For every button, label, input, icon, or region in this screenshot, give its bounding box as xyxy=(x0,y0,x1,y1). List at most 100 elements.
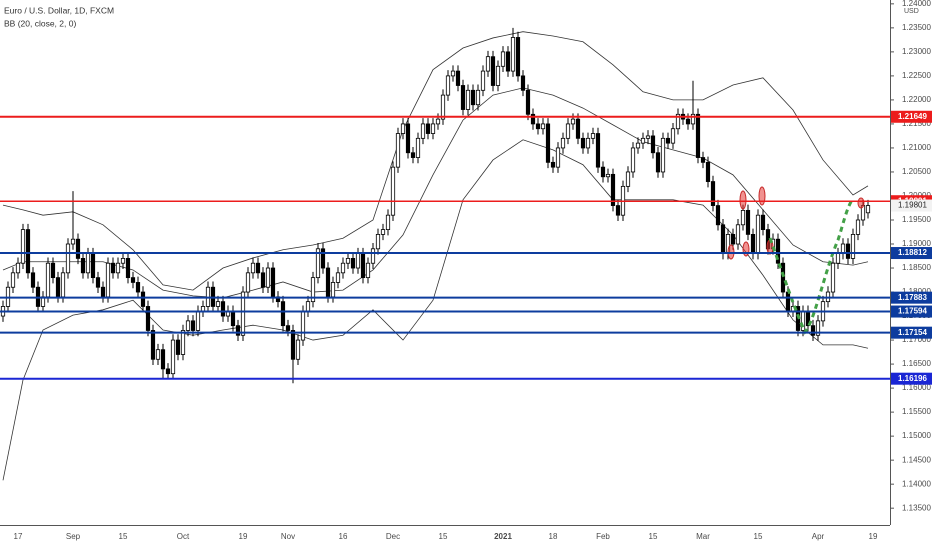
x-tick-label: 15 xyxy=(439,532,448,541)
candle-body xyxy=(685,118,691,125)
y-tick-label: 1.21000 xyxy=(902,143,931,152)
candle-body xyxy=(710,181,716,206)
candle-body xyxy=(230,310,236,327)
candle-body xyxy=(190,320,196,331)
candle-body xyxy=(615,205,621,216)
candle-body xyxy=(630,147,636,173)
candle-body xyxy=(220,301,226,317)
candle-body xyxy=(530,113,536,125)
candle-body xyxy=(775,238,781,264)
candle-body xyxy=(575,118,581,139)
x-tick-label: 2021 xyxy=(494,532,512,541)
price-level-tag xyxy=(891,291,932,304)
candle-body xyxy=(560,137,566,149)
candle-body xyxy=(360,253,366,279)
price-level-label: 1.18812 xyxy=(898,248,927,257)
candle-body xyxy=(780,262,786,293)
candle-body xyxy=(555,147,561,168)
candle-body xyxy=(195,310,201,331)
candle-body xyxy=(10,272,16,288)
candle-body xyxy=(170,339,176,375)
candle-body xyxy=(430,123,436,134)
candle-body xyxy=(140,291,146,307)
candle-body xyxy=(835,253,841,264)
candle-body xyxy=(385,214,391,230)
candle-body xyxy=(15,262,21,274)
candle-body xyxy=(745,209,751,235)
annotation-curve xyxy=(768,199,854,335)
candle-body xyxy=(535,123,541,130)
candle-body xyxy=(390,166,396,216)
x-tick-label: 18 xyxy=(549,532,558,541)
candle-body xyxy=(270,267,276,298)
candle-body xyxy=(395,133,401,168)
candle-body xyxy=(25,229,31,274)
candle-body xyxy=(715,205,721,226)
candle-body xyxy=(305,301,311,312)
candle-body xyxy=(855,219,861,235)
candle-body xyxy=(565,123,571,139)
candle-body xyxy=(50,262,56,279)
candle-body xyxy=(635,142,641,149)
candle-body xyxy=(345,258,351,264)
candle-body xyxy=(810,325,816,336)
candle-body xyxy=(125,258,131,279)
candle-body xyxy=(315,248,321,279)
x-tick-label: Dec xyxy=(386,532,400,541)
candle-body xyxy=(310,277,316,303)
y-tick-label: 1.23000 xyxy=(902,47,931,56)
y-tick-label: 1.14000 xyxy=(902,479,931,488)
candle-body xyxy=(605,173,611,178)
y-tick-label: 1.22500 xyxy=(902,71,931,80)
candle-body xyxy=(235,325,241,336)
chart-title: Euro / U.S. Dollar, 1D, FXCM xyxy=(4,5,114,15)
candle-body xyxy=(65,243,71,274)
candle-body xyxy=(200,306,206,312)
candle-body xyxy=(455,70,461,86)
candle-body xyxy=(735,224,741,245)
x-tick-label: 15 xyxy=(119,532,128,541)
candle-body xyxy=(845,243,851,259)
candle-body xyxy=(590,133,596,139)
candle-body xyxy=(260,272,266,288)
candle-body xyxy=(475,89,481,106)
candle-body xyxy=(425,123,431,134)
candle-body xyxy=(675,113,681,130)
candle-body xyxy=(90,253,96,279)
y-tick-label: 1.15500 xyxy=(902,407,931,416)
candle-body xyxy=(215,301,221,307)
candle-body xyxy=(30,272,36,288)
candle-body xyxy=(280,301,286,327)
candle-body xyxy=(375,234,381,250)
candle-body xyxy=(45,262,51,298)
candle-body xyxy=(505,51,511,72)
x-tick-label: Apr xyxy=(812,532,825,541)
candle-body xyxy=(450,70,456,77)
candle-body xyxy=(490,56,496,86)
candle-body xyxy=(515,37,521,77)
candle-body xyxy=(850,234,856,259)
candle-body xyxy=(470,89,476,106)
candle-body xyxy=(705,161,711,182)
price-level-label: 1.16196 xyxy=(898,374,927,383)
candle-body xyxy=(610,173,616,206)
y-tick-label: 1.19500 xyxy=(902,215,931,224)
candle-body xyxy=(740,209,746,226)
candle-body xyxy=(55,277,61,298)
y-tick-label: 1.16000 xyxy=(902,383,931,392)
candle-body xyxy=(75,238,81,259)
price-level-label: 1.21649 xyxy=(898,112,927,121)
candle-body xyxy=(350,258,356,269)
candle-body xyxy=(105,262,111,298)
annotation-mark xyxy=(857,197,865,209)
price-level-label: 1.17594 xyxy=(898,307,927,316)
candle-body xyxy=(290,330,296,360)
candle-body xyxy=(550,161,556,168)
y-tick-label: 1.22000 xyxy=(902,95,931,104)
candle-body xyxy=(165,368,171,375)
candle-body xyxy=(585,137,591,149)
price-level-label: 1.17154 xyxy=(898,328,927,337)
annotation-mark xyxy=(739,190,747,210)
candle-body xyxy=(525,89,531,115)
candle-body xyxy=(410,152,416,158)
